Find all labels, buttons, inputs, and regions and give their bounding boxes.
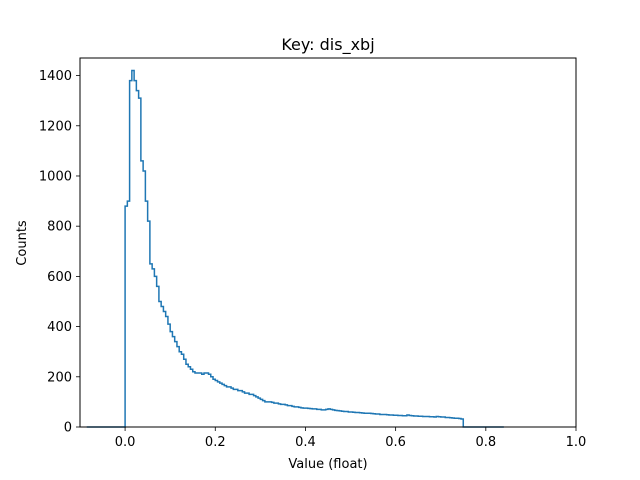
plot-frame — [79, 57, 577, 428]
x-axis-ticks: 0.0 0.2 0.4 0.6 0.8 1.0 — [115, 427, 587, 450]
x-tick-label: 0.0 — [115, 435, 136, 450]
x-tick-label: 0.8 — [475, 435, 496, 450]
plot-area — [86, 69, 504, 428]
x-tick-label: 0.6 — [385, 435, 406, 450]
x-tick-label: 0.2 — [205, 435, 226, 450]
x-axis-label: Value (float) — [288, 457, 367, 472]
y-tick-label: 200 — [47, 370, 72, 385]
chart-title: Key: dis_xbj — [281, 35, 374, 55]
y-tick-label: 1200 — [39, 119, 72, 134]
x-tick-label: 1.0 — [566, 435, 587, 450]
y-tick-label: 1400 — [39, 69, 72, 84]
y-axis-ticks: 0 200 400 600 800 1000 1200 1400 — [39, 69, 80, 436]
y-tick-label: 600 — [47, 270, 72, 285]
y-axis-label: Counts — [15, 220, 30, 266]
y-tick-label: 400 — [47, 320, 72, 335]
y-tick-label: 1000 — [39, 169, 72, 184]
x-tick-label: 0.4 — [295, 435, 316, 450]
y-tick-label: 800 — [47, 220, 72, 235]
histogram-step-line — [86, 69, 504, 428]
y-tick-label: 0 — [64, 421, 72, 436]
